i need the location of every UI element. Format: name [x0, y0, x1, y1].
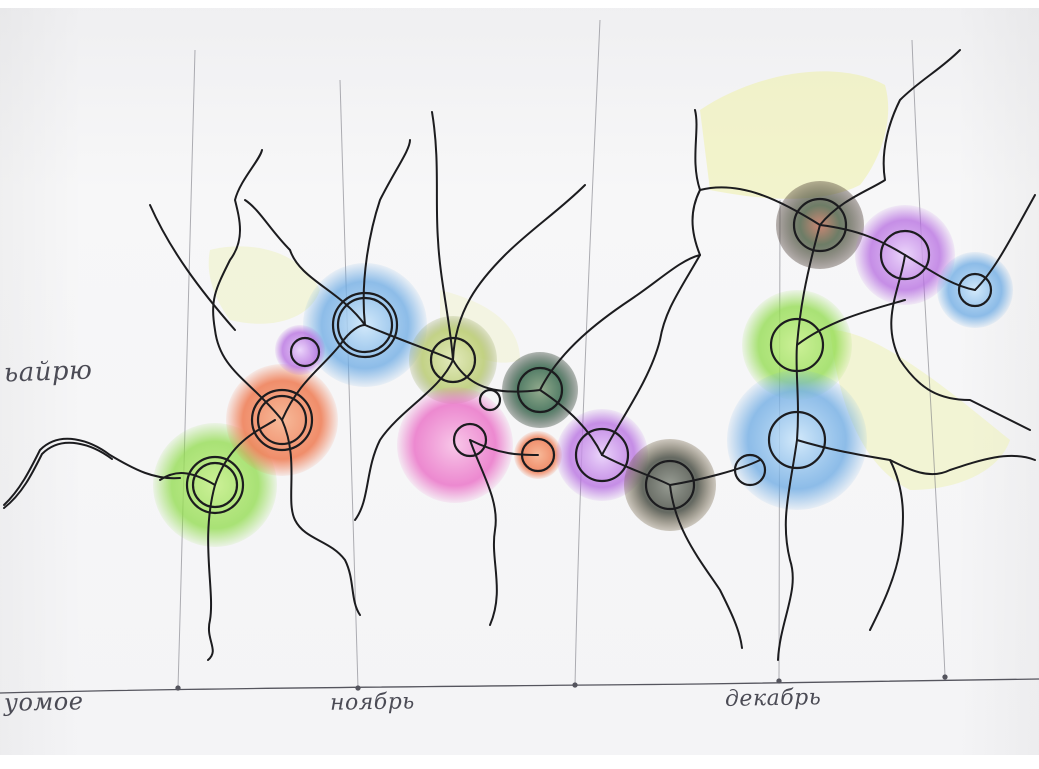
- ink-circles: [185, 197, 993, 515]
- photo-border-top: [0, 0, 1039, 8]
- time-axis: [0, 674, 1039, 694]
- axis-label-month-1: уомое: [3, 687, 84, 717]
- axis-label-month-2: ноябрь: [329, 689, 416, 716]
- photo-border-bottom: [0, 755, 1039, 769]
- axis-label-month-3: декабрь: [724, 685, 822, 712]
- side-label: ьайрю: [3, 355, 93, 389]
